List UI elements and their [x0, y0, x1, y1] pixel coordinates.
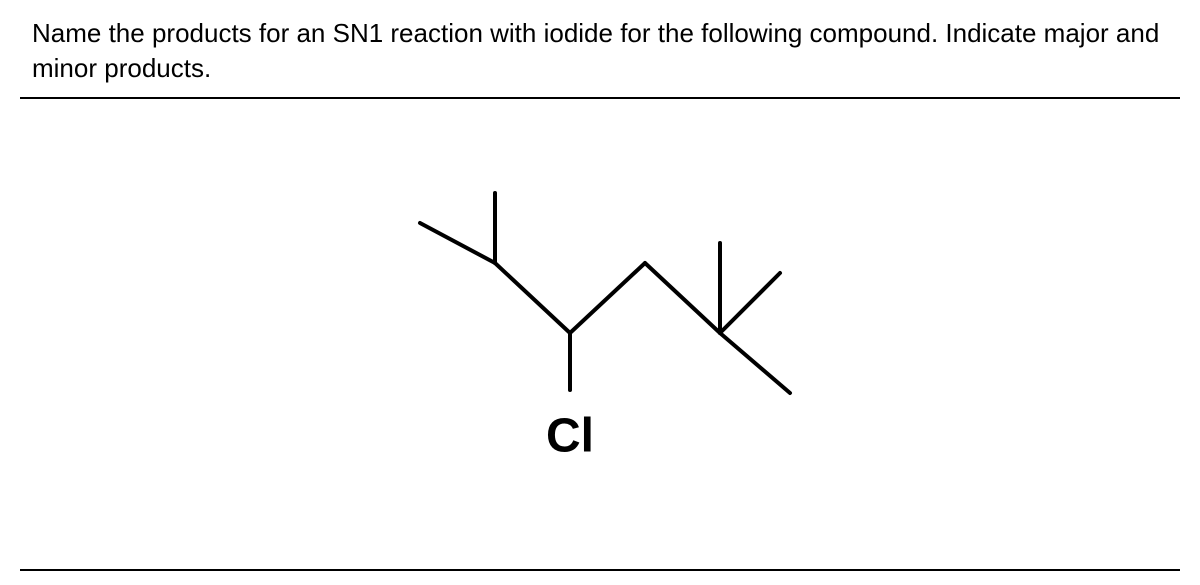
- divider-bottom: [20, 569, 1180, 571]
- bond-group: [420, 193, 790, 393]
- bond: [720, 333, 790, 393]
- bond: [495, 263, 570, 333]
- substituent-label: Cl: [546, 409, 594, 462]
- divider-top: [20, 97, 1180, 99]
- bond: [645, 263, 720, 333]
- bond: [720, 273, 780, 333]
- question-text: Name the products for an SN1 reaction wi…: [32, 16, 1168, 86]
- bond: [420, 223, 495, 263]
- bond: [570, 263, 645, 333]
- molecule-diagram: Cl: [360, 163, 840, 523]
- molecule-container: Cl: [0, 140, 1200, 545]
